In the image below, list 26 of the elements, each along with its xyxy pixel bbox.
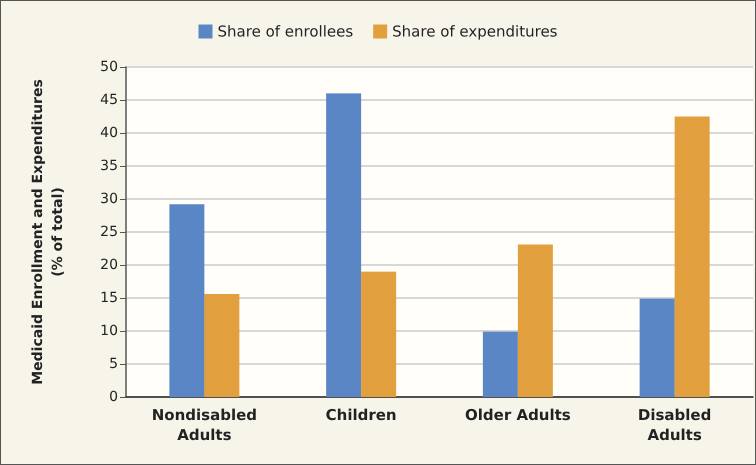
bar: [361, 272, 396, 397]
y-tick-label: 5: [109, 356, 118, 372]
bar: [326, 93, 362, 397]
x-tick-label: Nondisabled Adults: [152, 406, 258, 444]
y-tick-label: 30: [100, 191, 118, 207]
y-tick-label: 0: [109, 389, 118, 405]
x-tick-label: Older Adults: [465, 406, 571, 424]
y-tick-label: 25: [100, 224, 118, 240]
y-tick-label: 20: [100, 257, 118, 273]
x-tick-label: Children: [326, 406, 397, 424]
bar: [518, 244, 553, 397]
y-axis-title: Medicaid Enrollment and Expenditures (% of total): [30, 79, 66, 385]
y-tick-label: 10: [100, 323, 118, 339]
y-tick-label: 40: [100, 125, 118, 141]
y-tick-label: 35: [100, 158, 118, 174]
bar: [169, 204, 204, 397]
legend-label: Share of enrollees: [218, 22, 354, 40]
bar: [640, 298, 675, 397]
legend-label: Share of expenditures: [392, 22, 558, 40]
bar: [482, 332, 518, 397]
bar: [204, 294, 240, 397]
bar: [674, 116, 710, 397]
y-tick-label: 45: [100, 92, 118, 108]
x-tick-label: Disabled Adults: [638, 406, 712, 444]
y-tick-label: 15: [100, 290, 118, 306]
y-tick-label: 50: [100, 59, 118, 75]
